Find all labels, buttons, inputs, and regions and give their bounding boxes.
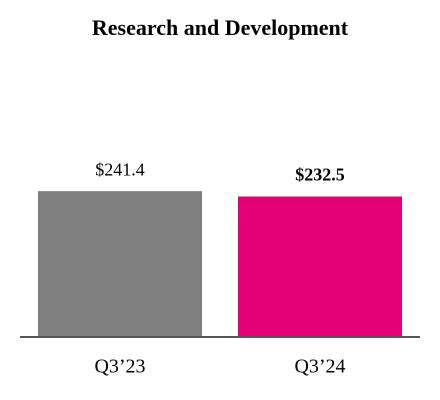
x-tick-label: Q3’23 — [94, 356, 145, 378]
bar — [238, 196, 402, 336]
value-label: $241.4 — [95, 159, 145, 179]
chart-title: Research and Development — [92, 15, 349, 40]
value-label: $232.5 — [295, 165, 345, 185]
x-tick-label: Q3’24 — [294, 356, 345, 378]
bar — [38, 191, 202, 336]
